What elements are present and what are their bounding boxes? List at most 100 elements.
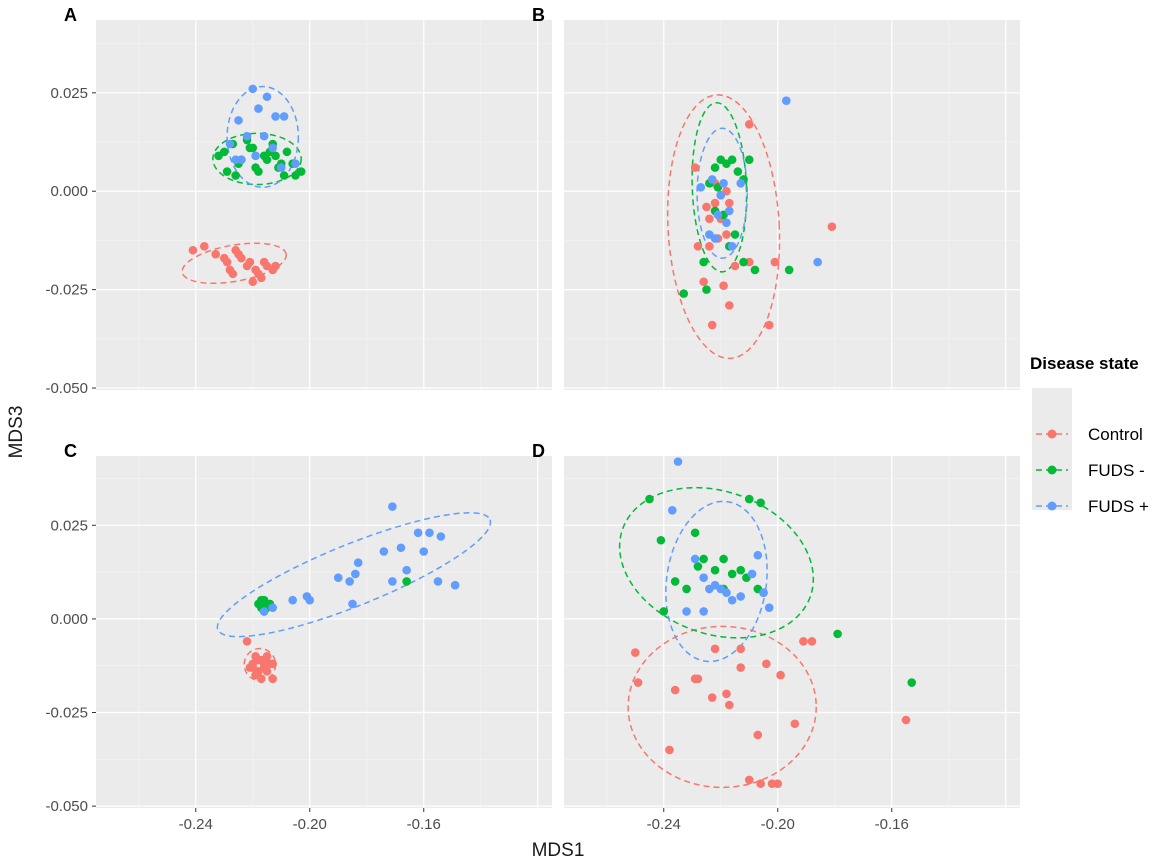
panel-c-point-fuds	[288, 595, 297, 605]
panel-b-point-fuds	[725, 206, 734, 216]
panel-b-background	[564, 20, 1020, 390]
panel-d-point-control	[807, 637, 817, 646]
panel-a-point-fuds	[282, 147, 292, 157]
panel-a-point-fuds	[271, 112, 280, 121]
panel-d-point-control	[670, 685, 680, 695]
panel-c-point-fuds	[419, 547, 429, 556]
panel-d-point-fuds	[759, 588, 768, 597]
panel-a-point-fuds	[254, 104, 263, 113]
panel-d-point-control	[722, 689, 731, 699]
panel-a-point-control	[225, 265, 235, 275]
panel-b-point-control	[702, 202, 711, 212]
panel-b-point-fuds	[730, 230, 740, 239]
panel-d-point-fuds	[673, 457, 683, 466]
panel-d-ellipse-control	[627, 625, 817, 789]
panel-c: C 0.025 0.000 -0.025 -0.050 -0.24 -0.20 -0.16	[45, 441, 552, 833]
panel-a-point-fuds	[279, 171, 289, 180]
panel-d-point-control	[630, 648, 640, 657]
panel-d-point-fuds	[656, 535, 666, 545]
panel-c-y-tick-label: 0.000	[50, 611, 88, 628]
panel-a-point-control	[211, 249, 220, 259]
panel-b-point-control	[764, 320, 774, 330]
panel-a-point-control	[188, 245, 198, 255]
panel-c-x-tick-label: -0.20	[293, 816, 327, 833]
legend-label-control: Control	[1088, 425, 1143, 444]
panel-c-point-fuds	[333, 573, 343, 583]
legend-key-point-fuds	[1047, 465, 1057, 475]
panel-c-tag: C	[64, 441, 77, 461]
x-axis-title: MDS1	[532, 840, 585, 861]
panel-b-point-control	[770, 257, 780, 267]
legend-key-background	[1032, 388, 1072, 510]
panel-c-point-fuds	[402, 577, 411, 586]
panel-d-point-fuds	[833, 629, 842, 639]
panel-d-point-control	[753, 730, 763, 740]
panel-d-ellipse-fuds	[618, 486, 815, 639]
panel-d-point-control	[736, 644, 745, 654]
panel-d-point-control	[756, 779, 765, 788]
panel-c-y-tick-label: -0.025	[45, 705, 88, 722]
panel-b-tag: B	[532, 5, 545, 25]
y-axis-title: MDS3	[6, 406, 27, 459]
panel-b-point-fuds	[736, 179, 745, 188]
panel-c-point-fuds	[348, 599, 357, 609]
panel-b-point-fuds	[733, 167, 743, 176]
panel-d-point-fuds	[690, 528, 700, 538]
panel-a-y-tick-label: 0.025	[50, 85, 88, 102]
panel-d-point-control	[665, 745, 674, 755]
panel-d-point-fuds	[736, 592, 745, 601]
panel-b-point-control	[707, 320, 717, 330]
panel-d-point-fuds	[682, 607, 691, 616]
panel-d-point-control	[707, 693, 717, 702]
panel-d-point-fuds	[756, 498, 765, 508]
panel-b-point-control	[730, 261, 740, 271]
panel-b-point-fuds	[713, 210, 723, 220]
panel-a-point-fuds	[279, 112, 289, 121]
panel-a-point-control	[219, 253, 229, 263]
panel-d-x-tick-label: -0.20	[761, 816, 795, 833]
panel-b-point-control	[690, 163, 700, 172]
panel-d-ellipse-fuds	[665, 500, 768, 663]
panel-d-point-control	[744, 775, 754, 785]
panel-a-tag: A	[64, 5, 77, 25]
panel-b-point-fuds	[679, 289, 688, 298]
panel-c-point-fuds	[450, 580, 460, 590]
panel-b-ellipse-fuds	[696, 127, 749, 259]
panel-b-point-fuds	[782, 96, 791, 105]
panel-d-x-tick-label: -0.16	[875, 816, 909, 833]
panel-b-ellipse-control	[666, 94, 781, 360]
panel-b-point-fuds	[702, 285, 711, 294]
panel-c-point-control	[259, 659, 269, 669]
panel-c-y-tick-label: -0.050	[45, 798, 88, 815]
panel-b-point-fuds	[696, 182, 706, 192]
panel-b-point-control	[693, 242, 703, 251]
panel-a-point-fuds	[296, 167, 306, 176]
panel-d-point-fuds	[670, 577, 680, 586]
panel-d-point-fuds	[690, 554, 700, 564]
panel-d-point-fuds	[747, 569, 757, 579]
panel-d-point-fuds	[727, 569, 737, 579]
panel-a-point-fuds	[242, 131, 252, 141]
legend-label-fuds: FUDS -	[1088, 461, 1145, 480]
panel-c-point-fuds	[353, 558, 363, 568]
panel-b-point-fuds	[716, 190, 726, 200]
legend: Disease state Control FUDS - FUDS +	[1030, 354, 1149, 516]
panel-d-point-fuds	[699, 573, 708, 583]
panel-a-point-fuds	[222, 167, 232, 176]
legend-key-point-control	[1047, 429, 1057, 439]
panel-a-point-control	[245, 257, 255, 267]
panel-b-point-fuds	[813, 257, 822, 267]
panel-a-point-fuds	[231, 171, 240, 180]
panel-b-point-fuds	[707, 175, 717, 184]
panel-c-point-fuds	[257, 595, 266, 605]
panel-a-point-fuds	[214, 151, 223, 161]
panel-a-y-tick-label: 0.000	[50, 183, 88, 200]
panel-b-point-control	[710, 198, 720, 208]
panel-c-point-control	[268, 674, 278, 684]
panel-b-ellipse-fuds	[691, 101, 748, 273]
panel-c-background	[96, 456, 552, 808]
panel-b-point-fuds	[719, 179, 728, 188]
panel-d: D -0.24 -0.20 -0.16	[532, 441, 1020, 833]
panel-a-point-fuds	[248, 84, 258, 94]
